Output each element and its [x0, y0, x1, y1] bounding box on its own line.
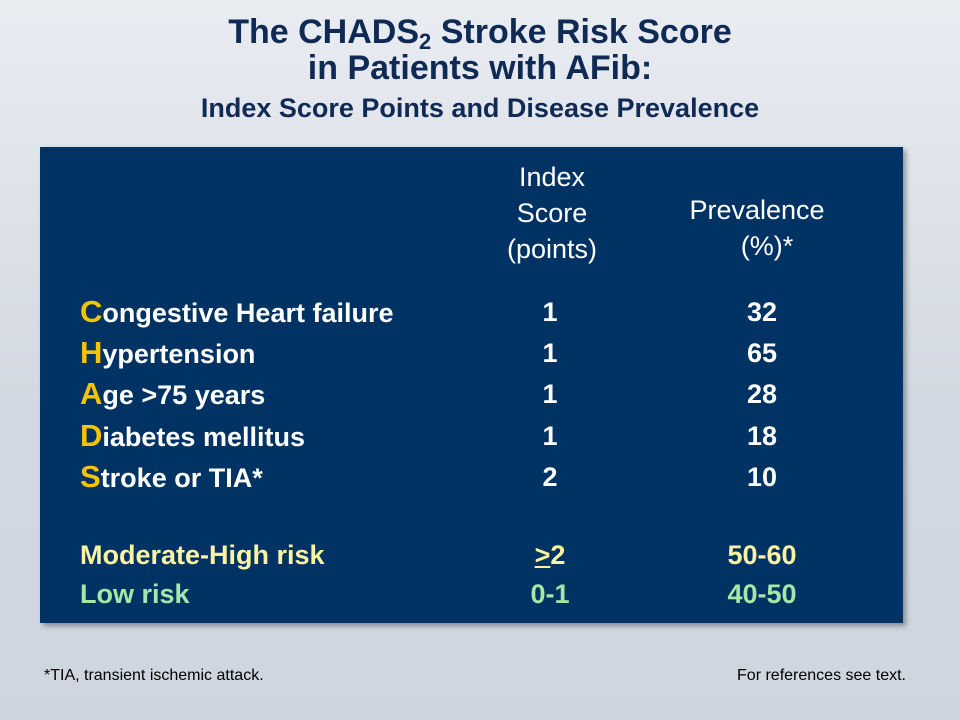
score-cell: 2	[542, 462, 558, 492]
table-row-congestive-heart-failure: Congestive Heart failure 1 32	[40, 292, 903, 332]
table-row-moderate-high-risk: Moderate-High risk >2 50-60	[40, 535, 903, 575]
table-row-age: Age >75 years 1 28	[40, 374, 903, 414]
score-cell: 1	[542, 421, 558, 451]
title-prefix: The CHADS	[228, 13, 420, 51]
prevalence-cell: 40-50	[727, 579, 797, 609]
row-label: Hypertension	[80, 333, 255, 374]
acronym-letter: C	[80, 294, 103, 329]
label-text: ongestive Heart failure	[102, 298, 394, 328]
table-row-low-risk: Low risk 0-1 40-50	[40, 574, 903, 614]
label-text: ypertension	[102, 339, 256, 369]
footnote: *TIA, transient ischemic attack.	[44, 667, 264, 684]
header-index: Index	[518, 162, 586, 192]
score-value: 2	[550, 540, 566, 570]
title-line-2: in Patients with AFib:	[307, 49, 653, 87]
header-score: Score	[516, 198, 588, 228]
prevalence-cell: 28	[746, 379, 778, 409]
index-score-header: Index Score (points)	[487, 159, 617, 267]
title-line-1: The CHADS2 Stroke Risk Score	[0, 13, 960, 53]
acronym-letter: D	[80, 418, 103, 453]
prevalence-cell: 50-60	[727, 540, 797, 570]
title-suffix: Stroke Risk Score	[431, 13, 732, 51]
table-row-hypertension: Hypertension 1 65	[40, 333, 903, 373]
score-cell: 1	[542, 338, 558, 368]
row-label: Age >75 years	[80, 374, 265, 415]
prevalence-cell: 10	[746, 462, 778, 492]
risk-label: Moderate-High risk	[80, 540, 325, 570]
score-cell: 1	[542, 379, 558, 409]
prevalence-cell: 18	[746, 421, 778, 451]
prevalence-cell: 32	[746, 297, 778, 327]
slide-title: The CHADS2 Stroke Risk Score in Patients…	[0, 14, 960, 128]
label-text: ge >75 years	[102, 380, 266, 410]
score-cell: 0-1	[530, 579, 570, 609]
risk-label: Low risk	[80, 579, 190, 609]
score-table: Index Score (points) Prevalence (%)* Con…	[40, 147, 903, 623]
header-points: (points)	[506, 234, 598, 264]
slide-subtitle: Index Score Points and Disease Prevalenc…	[200, 93, 760, 123]
prevalence-header: Prevalence (%)*	[662, 192, 852, 264]
table-row-stroke-tia: Stroke or TIA* 2 10	[40, 457, 903, 497]
greater-equal-symbol: >	[534, 540, 551, 570]
header-percent: (%)*	[740, 231, 794, 261]
header-prevalence: Prevalence	[689, 195, 825, 225]
score-cell: >2	[500, 535, 600, 575]
acronym-letter: A	[80, 376, 103, 411]
label-text: iabetes mellitus	[102, 422, 305, 452]
row-label: Stroke or TIA*	[80, 457, 263, 498]
row-label: Congestive Heart failure	[80, 292, 393, 333]
references-note: For references see text.	[737, 667, 906, 684]
label-text: troke or TIA*	[100, 463, 263, 493]
title-subscript: 2	[419, 29, 432, 54]
row-label: Diabetes mellitus	[80, 416, 305, 457]
table-row-diabetes: Diabetes mellitus 1 18	[40, 416, 903, 456]
score-cell: 1	[542, 297, 558, 327]
acronym-letter: S	[80, 459, 101, 494]
prevalence-cell: 65	[746, 338, 778, 368]
acronym-letter: H	[80, 335, 103, 370]
